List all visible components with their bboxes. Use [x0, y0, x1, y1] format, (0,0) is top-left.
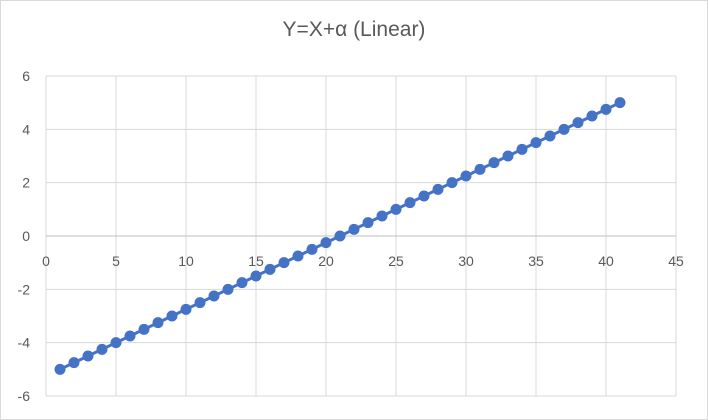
tick-labels: 0 5 10 15 20 25 30 35 40 45 -6 -4 -2 0 2 4 6: [18, 68, 684, 404]
y-tick-label: -6: [18, 388, 31, 404]
data-point: [124, 330, 136, 342]
data-point: [572, 117, 584, 129]
data-point: [292, 250, 304, 262]
data-point: [334, 230, 346, 242]
data-point: [208, 290, 220, 302]
data-point: [558, 123, 570, 135]
data-point: [250, 270, 262, 282]
x-tick-label: 40: [598, 253, 614, 269]
data-point: [446, 177, 458, 189]
data-point: [544, 130, 556, 142]
x-tick-label: 5: [112, 253, 120, 269]
data-point: [68, 357, 80, 369]
y-tick-label: -4: [18, 335, 31, 351]
data-point: [530, 137, 542, 149]
data-point: [236, 277, 248, 289]
x-tick-label: 20: [318, 253, 334, 269]
data-point: [320, 237, 332, 249]
data-point: [418, 190, 430, 202]
data-point: [138, 323, 150, 335]
data-point: [152, 317, 164, 329]
x-tick-label: 0: [42, 253, 50, 269]
y-tick-label: 0: [22, 228, 30, 244]
data-point: [306, 243, 318, 255]
y-tick-label: 6: [22, 68, 30, 84]
data-point: [488, 157, 500, 169]
x-tick-label: 25: [388, 253, 404, 269]
x-tick-label: 15: [248, 253, 264, 269]
y-tick-label: -2: [18, 281, 31, 297]
data-point: [376, 210, 388, 222]
data-point: [600, 103, 612, 115]
data-point: [516, 143, 528, 155]
data-point: [82, 350, 94, 362]
data-point: [194, 297, 206, 309]
data-point: [348, 223, 360, 235]
data-point: [474, 163, 486, 175]
data-point: [502, 150, 514, 162]
data-point: [166, 310, 178, 322]
data-point: [180, 303, 192, 315]
data-point: [222, 283, 234, 295]
data-point: [278, 257, 290, 269]
data-point: [110, 337, 122, 349]
data-point: [390, 203, 402, 215]
data-point: [264, 263, 276, 275]
data-point: [54, 363, 66, 375]
data-point: [432, 183, 444, 195]
y-tick-label: 2: [22, 175, 30, 191]
x-tick-label: 10: [178, 253, 194, 269]
x-tick-label: 45: [668, 253, 684, 269]
data-point: [362, 217, 374, 229]
data-point: [96, 343, 108, 355]
data-point: [614, 97, 626, 109]
data-point: [460, 170, 472, 182]
x-tick-label: 30: [458, 253, 474, 269]
x-tick-label: 35: [528, 253, 544, 269]
data-series: [54, 97, 626, 375]
chart-title: Y=X+α (Linear): [282, 18, 426, 41]
y-tick-label: 4: [22, 121, 30, 137]
data-point: [586, 110, 598, 122]
data-point: [404, 197, 416, 209]
